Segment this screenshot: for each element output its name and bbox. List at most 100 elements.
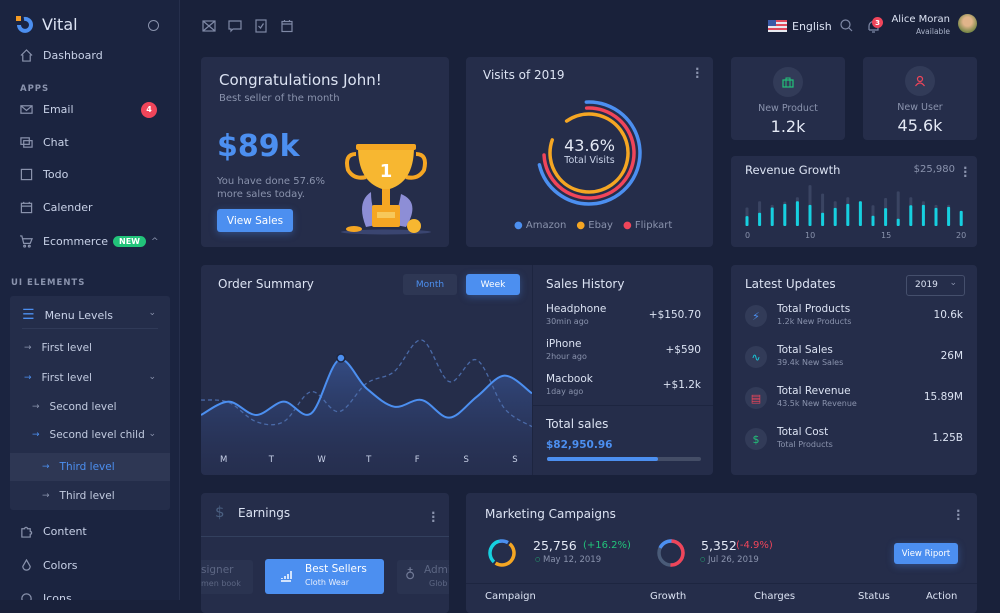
menu-item-third-level-active[interactable]: → Third level (42, 461, 115, 473)
x-tick: 15 (881, 231, 892, 240)
year-select[interactable]: 2019 ⌄ (906, 275, 965, 296)
update-title: Total Revenue (777, 385, 851, 397)
revenue-bar (758, 212, 762, 226)
sidebar-item-calender[interactable]: Calender (20, 201, 160, 214)
update-title: Total Cost (777, 426, 829, 438)
more-options-icon[interactable]: · · · (431, 506, 436, 528)
more-options-icon[interactable]: · · · (695, 62, 700, 84)
chevron-down-icon: ⌄ (949, 278, 957, 288)
chevron-down-icon[interactable]: ⌄ (148, 429, 156, 439)
sidebar-toggle-icon[interactable] (148, 20, 159, 31)
revenue-bar-chart (745, 185, 963, 226)
stat-new-user: New User 45.6k (863, 57, 977, 140)
column-header-action[interactable]: Action (926, 591, 958, 602)
icons-icon (21, 593, 32, 600)
menu-levels-toggle[interactable]: ☰ Menu Levels (22, 307, 113, 323)
stat-value: 1.2k (770, 117, 806, 136)
sidebar-item-chat[interactable]: Chat (20, 136, 160, 149)
update-title: Total Sales (777, 344, 833, 356)
legend-label: Amazon (525, 220, 567, 231)
campaign-value: 25,756 (533, 538, 577, 553)
arrow-right-icon: → (32, 430, 40, 440)
sidebar-item-label: Ecommerce (43, 235, 109, 248)
x-tick: 10 (805, 231, 816, 240)
menu-item-first-level-expandable[interactable]: → First level (24, 372, 92, 384)
sidebar-item-icons[interactable]: Icons (20, 592, 160, 600)
new-badge: NEW (113, 236, 146, 247)
column-header-campaign[interactable]: Campaign (485, 591, 536, 602)
revenue-bar (783, 203, 787, 226)
divider (532, 265, 533, 475)
sidebar-item-todo[interactable]: Todo (20, 168, 160, 181)
sidebar-item-colors[interactable]: Colors (20, 559, 160, 572)
menu-item-third-level[interactable]: → Third level (42, 490, 115, 502)
column-header-status[interactable]: Status (858, 591, 890, 602)
x-tick: W (317, 455, 326, 465)
tab-month[interactable]: Month (403, 274, 457, 295)
update-value: 10.6k (933, 309, 963, 321)
chat-icon[interactable] (228, 19, 242, 33)
sale-item-amount: +$150.70 (648, 309, 701, 321)
menu-item-second-level-child[interactable]: → Second level child (32, 429, 145, 441)
sidebar-item-label: Icons (43, 592, 72, 600)
brand-logo[interactable]: Vital (16, 15, 78, 34)
user-name[interactable]: Alice Moran (891, 14, 950, 25)
view-sales-button[interactable]: View Sales (217, 209, 293, 232)
avatar[interactable] (958, 14, 977, 33)
language-selector[interactable]: English (792, 20, 832, 33)
chevron-down-icon[interactable]: ⌄ (148, 308, 156, 318)
peak-point[interactable] (336, 353, 346, 363)
x-tick: M (220, 455, 228, 465)
todo-icon[interactable] (254, 19, 268, 33)
revenue-bar (884, 208, 888, 226)
sidebar-item-ecommerce[interactable]: Ecommerce NEW ^ (20, 235, 160, 248)
menu-item-label: First level (41, 342, 92, 354)
chevron-up-icon[interactable]: ^ (151, 236, 159, 247)
solid-series-area (201, 359, 532, 475)
column-header-growth[interactable]: Growth (650, 591, 687, 602)
revenue-bar (934, 207, 938, 226)
revenue-bar (909, 205, 913, 226)
chevron-down-icon[interactable]: ⌄ (148, 372, 156, 382)
view-report-button[interactable]: View Riport (894, 543, 958, 564)
mail-icon[interactable] (202, 19, 216, 33)
search-icon[interactable] (840, 19, 853, 32)
update-value: 1.25B (932, 432, 963, 444)
menu-item-label: Third level (59, 490, 115, 502)
earnings-tab-best-sellers[interactable]: Best Sellers Cloth Wear (265, 559, 384, 594)
sale-item-time: 30min ago (546, 317, 589, 326)
earnings-tab-admin[interactable]: ♁ Admi Glob (397, 560, 449, 594)
update-value: 15.89M (923, 391, 963, 403)
visits-caption: Total Visits (564, 155, 615, 166)
sidebar-item-email[interactable]: Email 4 (20, 101, 160, 118)
sidebar-item-content[interactable]: Content (20, 525, 160, 538)
more-options-icon[interactable]: · · · (956, 504, 961, 526)
menu-item-second-level[interactable]: → Second level (32, 401, 117, 413)
visits-radial-chart (536, 100, 642, 206)
update-sub: Total Products (777, 440, 833, 449)
column-header-charges[interactable]: Charges (754, 591, 796, 602)
visits-legend: ● Amazon ● Ebay ● Flipkart (514, 220, 672, 231)
tab-week[interactable]: Week (466, 274, 520, 295)
dollar-icon: $ (215, 503, 225, 521)
bolt-icon: ⚡ (745, 305, 767, 327)
more-options-icon[interactable]: · · · (963, 161, 968, 183)
revenue-bar (858, 201, 862, 226)
campaign-value: 5,352 (701, 538, 737, 553)
email-count-badge: 4 (141, 101, 157, 118)
menu-item-first-level[interactable]: → First level (24, 342, 92, 354)
calendar-icon[interactable] (280, 19, 294, 33)
visits-title: Visits of 2019 (483, 68, 565, 82)
divider (201, 536, 449, 537)
tab-title: Best Sellers (305, 563, 367, 575)
sidebar-item-label: Email (43, 103, 74, 116)
menu-item-label: Second level (49, 401, 117, 413)
campaign-date: May 12, 2019 (543, 555, 602, 565)
earnings-tab-designer[interactable]: signer men book (201, 560, 253, 594)
arrow-right-icon: → (24, 343, 32, 353)
menu-item-label: Second level child (49, 429, 145, 441)
sidebar-item-dashboard[interactable]: Dashboard (20, 49, 160, 62)
droplet-icon (22, 559, 31, 571)
x-tick: 20 (956, 231, 967, 240)
order-line-chart (201, 339, 532, 475)
